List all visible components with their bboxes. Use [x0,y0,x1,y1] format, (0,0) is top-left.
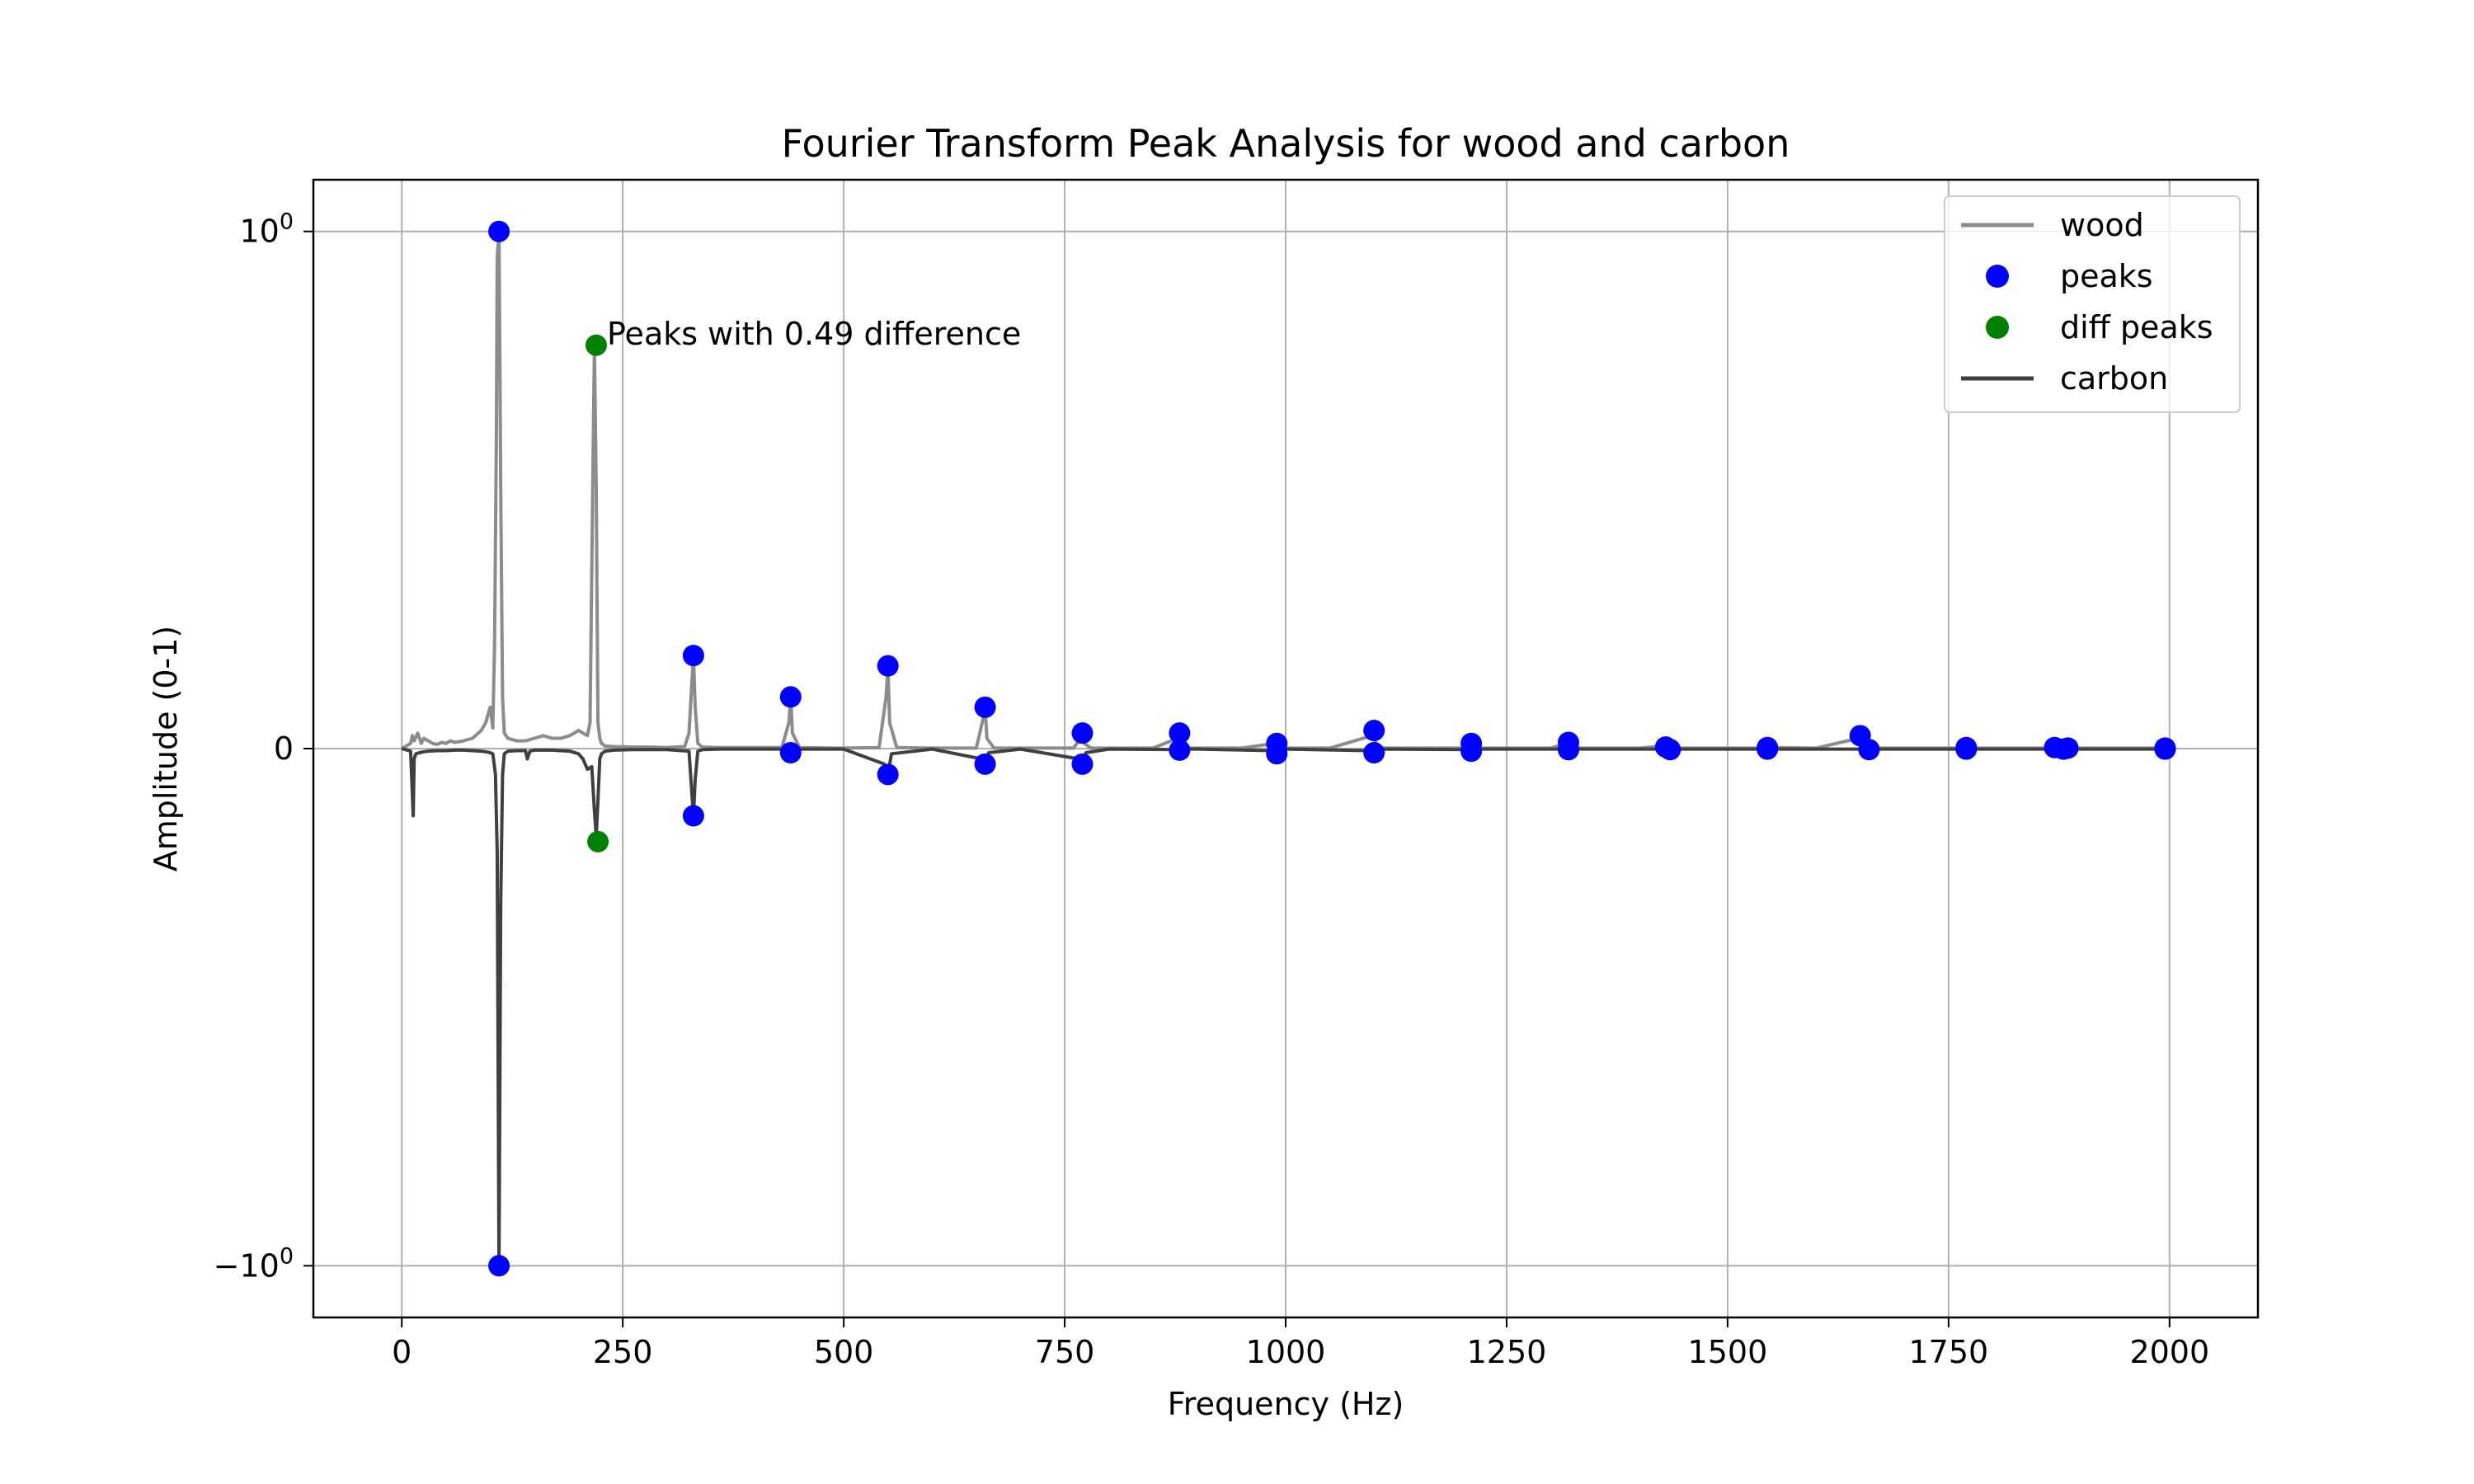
peak-point [1659,739,1681,761]
peak-point [1071,753,1094,775]
x-tick-label: 0 [392,1334,412,1370]
peak-point [1460,740,1483,763]
y-axis-title: Amplitude (0-1) [148,626,184,872]
chart-title: Fourier Transform Peak Analysis for wood… [782,121,1790,166]
legend-label: diff peaks [2060,309,2213,345]
y-tick-label: −100 [214,1243,294,1284]
diff-peak-point [587,830,609,852]
peak-point [488,220,510,242]
diff-peak-markers [585,334,609,852]
peak-point [488,1255,510,1277]
peak-point [2154,738,2176,760]
peak-point [974,753,996,775]
legend-box [1944,195,2241,413]
peak-point [682,805,704,827]
y-axis-ticks: 100 0 −100 [214,209,313,1284]
peak-point [779,742,802,764]
x-tick-label: 500 [814,1334,874,1370]
peak-point [877,655,899,677]
x-tick-label: 2000 [2129,1334,2209,1370]
x-tick-label: 1750 [1909,1334,1989,1370]
x-tick-label: 1000 [1246,1334,1326,1370]
diff-peak-point [585,334,607,356]
legend-swatch-diff-peaks [1986,316,2009,339]
peak-difference-annotation: Peaks with 0.49 difference [607,316,1021,352]
x-tick-label: 250 [593,1334,653,1370]
y-tick-label: 0 [274,730,294,767]
plot-frame [312,178,2260,1319]
x-axis-title: Frequency (Hz) [1168,1386,1404,1422]
x-axis-ticks: 0 250 500 750 1000 1250 1500 1750 2000 [392,1317,2209,1370]
peak-point [779,686,802,708]
peak-point [1757,738,1779,760]
legend-label: carbon [2060,360,2168,397]
x-tick-label: 1250 [1467,1334,1547,1370]
peak-point [1169,722,1191,744]
x-tick-label: 1500 [1688,1334,1768,1370]
peak-point [1266,743,1288,765]
peak-point [2053,738,2075,760]
peak-point [974,696,996,718]
peak-point [1955,738,1978,760]
peak-point [1169,739,1191,761]
peak-point [682,645,704,667]
peak-markers [488,220,2176,1277]
peak-point [1363,720,1385,742]
y-tick-label: 100 [239,209,294,250]
x-tick-label: 750 [1035,1334,1095,1370]
peak-point [1363,742,1385,764]
peak-point [1858,739,1880,761]
peak-point [1071,722,1094,744]
legend-swatch-peaks [1986,265,2009,288]
peak-point [877,763,899,786]
legend-label: wood [2060,207,2144,243]
legend-label: peaks [2060,258,2153,294]
peak-point [1557,739,1579,761]
legend: wood peaks diff peaks carbon [1944,195,2241,413]
